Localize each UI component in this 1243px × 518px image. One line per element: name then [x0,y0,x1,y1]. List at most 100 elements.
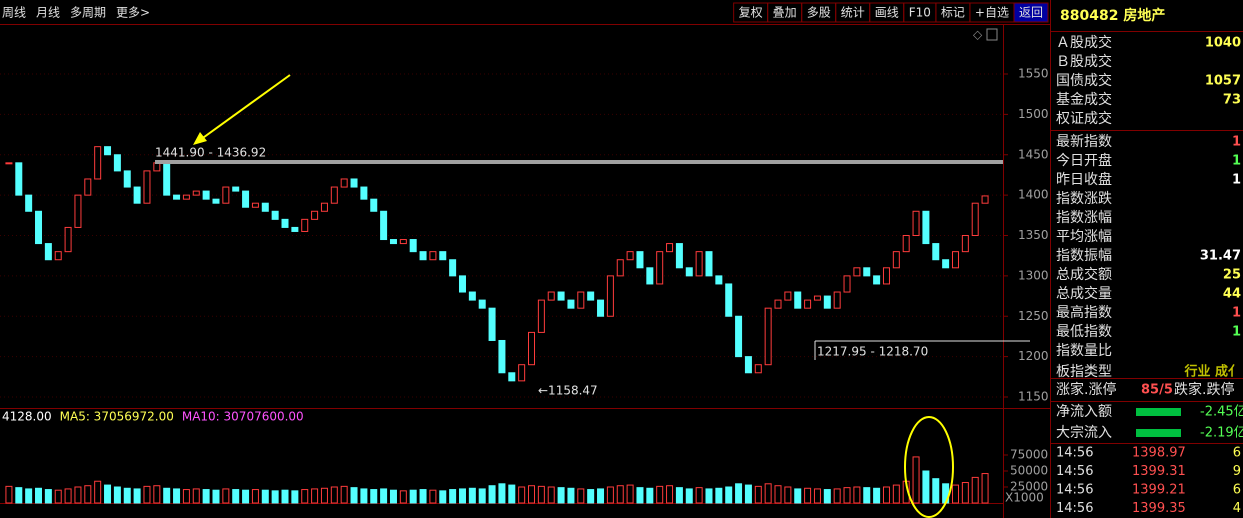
panel-label: 最低指数 [1056,324,1112,340]
volume-bar [44,489,52,504]
volume-bar [636,487,644,504]
toolbar-tab[interactable]: 标记 [941,6,965,20]
volume-bar [350,487,358,504]
toolbar-tab[interactable]: 周线 [2,6,26,20]
candle [912,210,920,236]
vol-unit: X1000 [1005,491,1044,505]
volume-bar [744,484,752,504]
candle [646,267,654,285]
panel-label: 指数涨幅 [1056,210,1112,226]
annotation: 1441.90 - 1436.92 [155,146,266,160]
volume-bar [912,456,920,504]
trade-time: 14:56 [1056,446,1093,461]
toolbar-tab[interactable]: 更多> [116,6,150,20]
volume-bar [695,487,703,504]
candle [547,291,555,301]
volume-bar [54,489,62,504]
toolbar-tab[interactable]: 统计 [841,6,865,20]
candle [902,235,910,253]
volume-bar [468,487,476,504]
candle [330,186,338,204]
panel-label: 指数涨跌 [1056,191,1112,207]
candle [981,195,989,204]
candle [281,218,289,228]
candle [951,251,959,269]
window-icon[interactable] [986,28,998,41]
toolbar-tab[interactable]: 画线 [875,6,899,20]
arrow-head [193,132,207,145]
volume-bar [330,486,338,504]
volume-bar [843,487,851,504]
trade-vol: 6 [1233,446,1241,461]
toolbar-tab[interactable]: 返回 [1019,6,1043,20]
volume-bar [222,488,230,504]
volume-bar [311,488,319,504]
volume-bar [784,486,792,504]
candle [813,295,821,301]
panel-value: 1 [1232,173,1241,188]
candle [340,178,348,188]
volume-bar [389,489,397,504]
candle [123,170,131,188]
volume-bar [192,488,200,504]
toolbar-tab[interactable]: +自选 [975,6,1009,20]
volume-bar [508,484,516,504]
volume-bar [853,486,861,504]
candle [942,259,950,269]
candle [271,210,279,220]
volume-bar [725,486,733,504]
candle [439,251,447,261]
candle [577,291,585,309]
candle [508,372,516,382]
panel-value: 行业 成亻 [1183,364,1241,380]
candle [754,364,762,374]
candle [823,295,831,309]
candle [656,251,664,285]
panel-label: Ｂ股成交 [1056,53,1112,70]
candle [449,259,457,277]
panel-label: 指数量比 [1056,343,1112,359]
candle [863,267,871,277]
vol-legend: MA5: 37056972.00 [60,410,174,424]
annotation: 1217.95 - 1218.70 [817,345,928,359]
volume-bar [488,485,496,504]
volume-bar [577,488,585,504]
volume-bar [833,488,841,504]
candle [774,299,782,309]
candle [320,202,328,212]
toolbar-tab[interactable]: 月线 [36,6,60,20]
annotation: ←1158.47 [538,384,598,398]
toolbar-tab[interactable]: 复权 [739,6,763,20]
volume-bar [419,489,427,504]
candle [350,178,358,188]
candle [626,251,634,261]
toolbar-tab[interactable]: 多周期 [70,6,106,20]
volume-bar [863,487,871,504]
candle [35,210,43,245]
y-tick-label: 1550 [1018,67,1049,81]
panel-label: 基金成交 [1056,91,1112,108]
toolbar-tab[interactable]: 多股 [807,6,831,20]
volume-bar [616,485,624,504]
candle [113,154,121,172]
volume-bar [646,487,654,504]
candle [528,331,536,366]
volume-bar [74,486,82,504]
volume-bar [892,484,900,504]
panel-label: 指数振幅 [1056,248,1112,264]
candle [153,162,161,172]
candle [873,275,881,285]
candle [478,299,486,309]
panel-label: 总成交额 [1056,266,1112,283]
volume-bar [35,487,43,504]
toolbar-tab[interactable]: F10 [909,6,931,20]
volume-bar [64,488,72,504]
toolbar-tab[interactable]: 叠加 [773,6,797,20]
candle [15,162,23,196]
panel-value: 1 [1232,135,1241,150]
diamond-icon[interactable]: ◇ [973,28,983,42]
candle [715,275,723,285]
candle [163,162,171,196]
